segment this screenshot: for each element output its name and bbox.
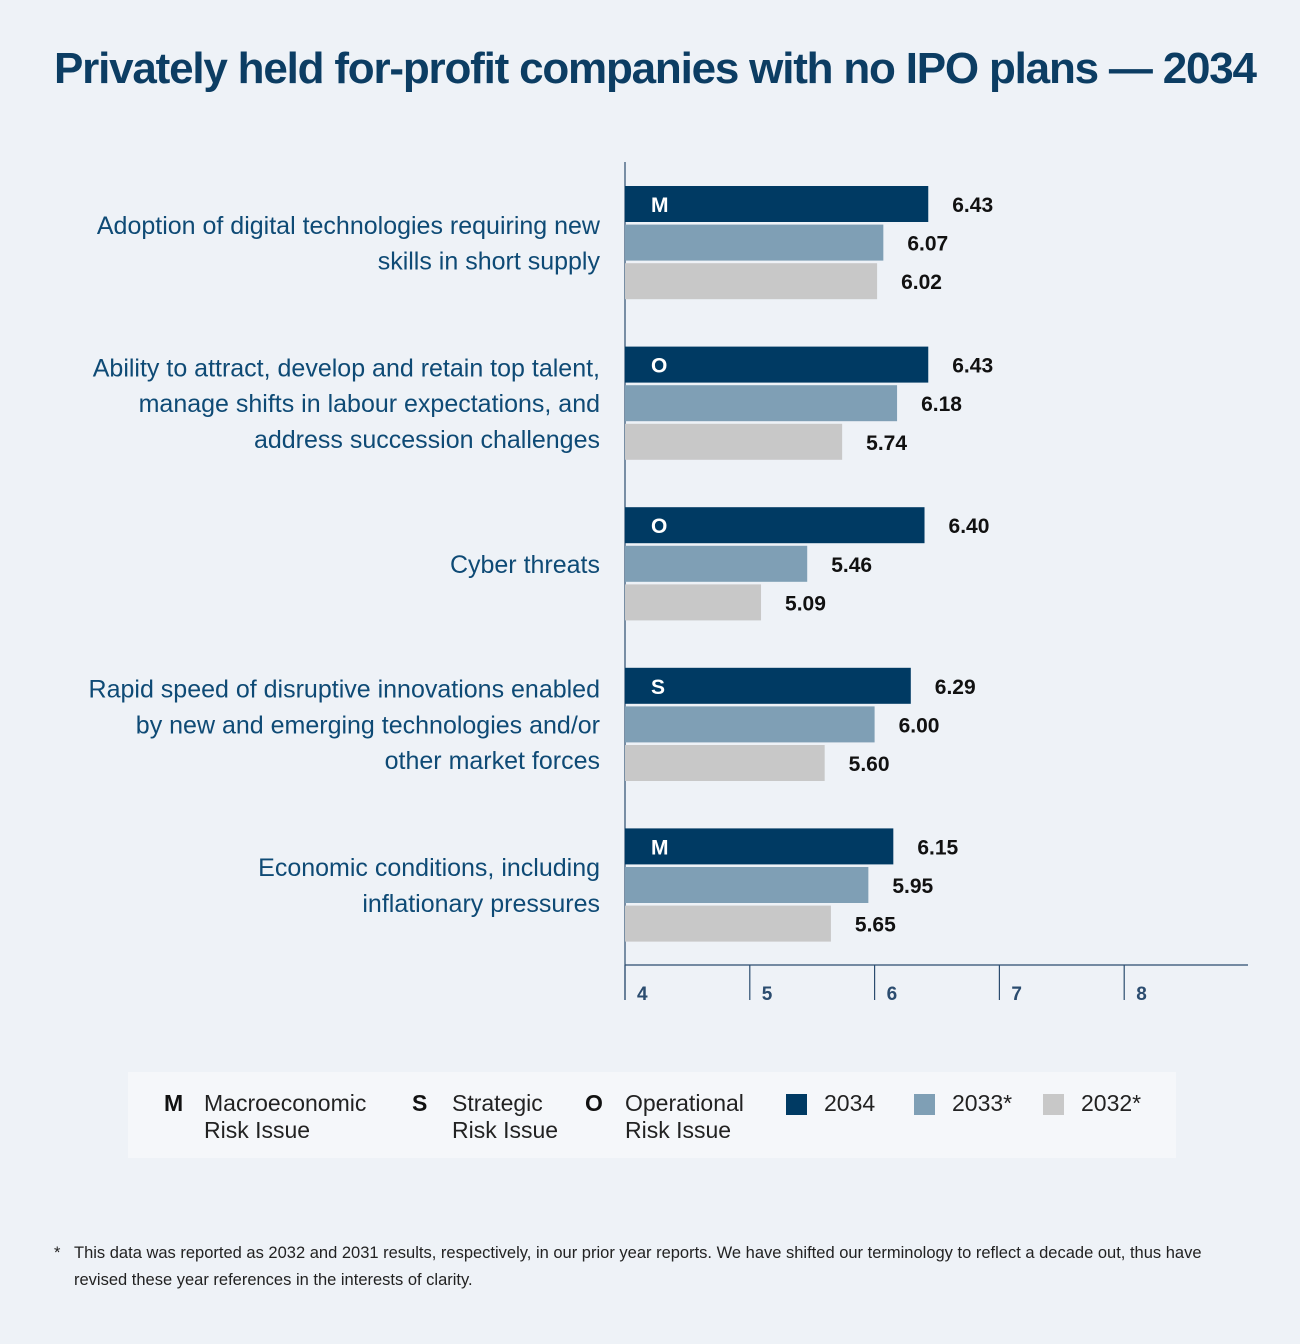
category-label: address succession challenges <box>254 426 600 454</box>
category-label: Rapid speed of disruptive innovations en… <box>89 676 600 704</box>
legend-label-line: Risk Issue <box>452 1117 559 1143</box>
category-label: skills in short supply <box>378 247 601 275</box>
legend-label: Operational Risk Issue <box>625 1090 744 1144</box>
x-tick-label: 6 <box>887 984 898 1005</box>
risk-type-letter: M <box>651 194 669 217</box>
value-label-2034: 6.40 <box>949 515 990 538</box>
bar-2033 <box>625 706 875 743</box>
footnote-marker: * <box>54 1244 61 1262</box>
bar-2032 <box>625 905 831 942</box>
category-label: Ability to attract, develop and retain t… <box>93 355 600 383</box>
x-tick-label: 5 <box>762 984 773 1005</box>
bar-2032 <box>625 423 843 460</box>
value-label-2032: 5.65 <box>855 914 896 937</box>
legend-label: Macroeconomic Risk Issue <box>204 1090 366 1144</box>
value-label-2033: 6.00 <box>899 714 940 737</box>
category-label: other market forces <box>385 747 600 775</box>
legend-item-macroeconomic: M Macroeconomic Risk Issue <box>164 1090 366 1144</box>
legend-letter: M <box>164 1090 184 1116</box>
legend: M Macroeconomic Risk Issue S Strategic R… <box>128 1072 1176 1158</box>
legend-letter: O <box>585 1090 603 1116</box>
risk-type-letter: M <box>651 836 669 859</box>
legend-label-line: Strategic <box>452 1090 543 1116</box>
x-tick-label: 7 <box>1011 984 1022 1005</box>
bar-2032 <box>625 745 825 781</box>
bar-2033 <box>625 385 898 422</box>
legend-year-label: 2033* <box>952 1090 1013 1116</box>
bar-2034 <box>625 828 894 865</box>
value-label-2033: 5.95 <box>892 875 933 898</box>
risk-type-letter: O <box>651 355 667 378</box>
value-label-2032: 5.09 <box>785 592 826 615</box>
x-tick-label: 4 <box>637 984 648 1005</box>
legend-item-2033: 2033* <box>914 1090 1012 1117</box>
footnote: * This data was reported as 2032 and 203… <box>54 1240 1214 1294</box>
legend-item-2032: 2032* <box>1043 1090 1141 1117</box>
value-label-2034: 6.43 <box>952 355 993 378</box>
bar-2034 <box>625 667 911 704</box>
category-label: Cyber threats <box>450 551 600 579</box>
value-label-2032: 6.02 <box>901 271 942 294</box>
category-label: manage shifts in labour expectations, an… <box>139 390 600 418</box>
value-label-2032: 5.74 <box>866 432 907 455</box>
value-label-2034: 6.43 <box>952 194 993 217</box>
legend-label: Strategic Risk Issue <box>452 1090 558 1144</box>
category-label: by new and emerging technologies and/or <box>136 711 600 739</box>
risk-type-letter: O <box>651 515 667 538</box>
value-label-2034: 6.15 <box>917 836 958 859</box>
legend-item-2034: 2034 <box>786 1090 875 1117</box>
legend-label-line: Macroeconomic <box>204 1090 367 1116</box>
bar-2034 <box>625 507 925 544</box>
bar-2032 <box>625 584 762 621</box>
bar-chart: 4 5 6 7 8 Adoption of digital technologies re… <box>89 162 1248 1005</box>
bar-2033 <box>625 224 884 261</box>
chart-title: Privately held for-profit companies with… <box>54 44 1257 93</box>
bar-2033 <box>625 545 808 582</box>
footnote-text: This data was reported as 2032 and 2031 … <box>74 1244 1202 1289</box>
category-label: inflationary pressures <box>362 890 600 918</box>
legend-swatch-2032 <box>1043 1094 1064 1115</box>
category-label: Adoption of digital technologies requiri… <box>97 212 601 240</box>
legend-item-strategic: S Strategic Risk Issue <box>412 1090 558 1144</box>
legend-label-line: Risk Issue <box>625 1117 732 1143</box>
value-label-2033: 6.18 <box>921 393 962 416</box>
legend-year-label: 2032* <box>1081 1090 1142 1116</box>
bar-2034 <box>625 186 929 222</box>
risk-type-letter: S <box>651 676 665 699</box>
legend-item-operational: O Operational Risk Issue <box>585 1090 744 1144</box>
category-label: Economic conditions, including <box>258 854 600 882</box>
legend-label-line: Risk Issue <box>204 1117 311 1143</box>
value-label-2032: 5.60 <box>849 753 890 776</box>
legend-label-line: Operational <box>625 1090 744 1116</box>
legend-year-label: 2034 <box>824 1090 876 1116</box>
value-label-2033: 6.07 <box>907 233 948 256</box>
bar-2033 <box>625 867 869 903</box>
bar-2034 <box>625 346 929 383</box>
value-label-2033: 5.46 <box>831 554 872 577</box>
legend-swatch-2033 <box>914 1094 935 1115</box>
legend-swatch-2034 <box>786 1094 807 1115</box>
bar-2032 <box>625 263 878 300</box>
x-tick-label: 8 <box>1136 984 1147 1005</box>
value-label-2034: 6.29 <box>935 676 976 699</box>
legend-letter: S <box>412 1090 428 1116</box>
